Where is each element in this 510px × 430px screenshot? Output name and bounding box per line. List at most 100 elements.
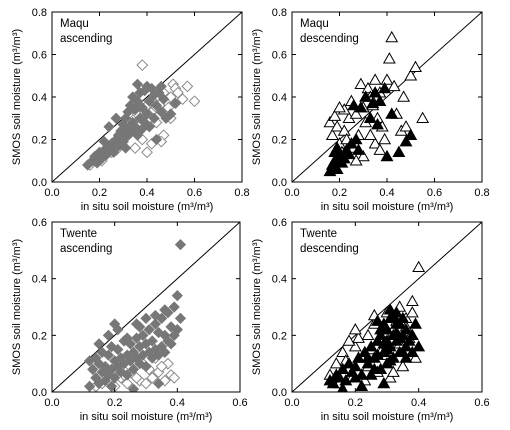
- data-point-s2-12: [102, 349, 115, 361]
- data-point-s2-52: [110, 112, 122, 124]
- data-point-s2-53: [337, 382, 349, 392]
- y-tick-label: 0.4: [272, 274, 287, 286]
- data-point-s2-14: [364, 340, 378, 352]
- data-point-s1-42: [363, 128, 377, 140]
- data-point-s1-38: [129, 142, 142, 154]
- data-point-s2-35: [402, 334, 416, 346]
- data-point-s2-57: [371, 314, 384, 326]
- data-point-s1-20: [130, 371, 143, 384]
- x-tick-label: 0.6: [232, 397, 247, 409]
- data-point-s1-37: [342, 334, 356, 346]
- data-point-s2-69: [134, 321, 146, 333]
- data-point-s2-30: [134, 112, 146, 124]
- data-point-s2-46: [367, 362, 381, 375]
- data-point-s2-49: [361, 351, 375, 363]
- data-point-s2-64: [140, 312, 152, 324]
- data-point-s1-16: [136, 59, 149, 72]
- x-tick-label: 0.2: [348, 397, 363, 409]
- data-point-s2-42: [149, 318, 162, 330]
- y-tick-label: 0.8: [272, 7, 287, 19]
- data-point-s2-28: [131, 129, 144, 141]
- points-group: [323, 30, 430, 177]
- x-tick-label: 0.6: [427, 187, 442, 199]
- data-point-s1-38: [405, 306, 419, 318]
- data-point-s2-26: [330, 141, 344, 153]
- data-point-s1-7: [361, 328, 375, 341]
- data-point-s1-32: [416, 111, 430, 123]
- data-point-s2-40: [371, 348, 384, 360]
- y-tick-label: 0.4: [32, 274, 47, 286]
- data-point-s2-13: [361, 357, 375, 369]
- data-point-s2-53: [120, 142, 132, 154]
- data-point-s2-50: [169, 97, 182, 109]
- data-point-s2-56: [150, 133, 163, 146]
- data-point-s1-14: [405, 294, 419, 307]
- panel-site-label: Maqu: [300, 18, 329, 30]
- data-point-s2-51: [165, 338, 177, 350]
- data-point-s1-30: [404, 69, 418, 81]
- panel-site-label: Maqu: [60, 18, 89, 30]
- x-tick-label: 0.6: [474, 397, 489, 409]
- y-axis-label: SMOS soil moisture (m³/m³): [11, 239, 23, 375]
- data-point-s1-17: [361, 81, 375, 94]
- data-point-s1-34: [387, 79, 401, 92]
- chart-panel-2: 0.0 0.2 0.4 0.6 0.8 0.0 0.2 0.4 0.6 0.8 in situ so…: [251, 7, 490, 213]
- chart-panel-3: 0.0 0.2 0.4 0.6 0.0 0.2 0.4 0.6 in situ soil moi…: [11, 217, 248, 423]
- data-point-s1-9: [140, 377, 152, 390]
- data-point-s1-29: [399, 120, 413, 132]
- y-tick-label: 0.2: [272, 330, 287, 342]
- data-point-s2-18: [374, 328, 388, 341]
- y-tick-label: 0.0: [32, 177, 47, 189]
- data-point-s2-50: [374, 323, 388, 335]
- data-point-s2-34: [137, 329, 149, 341]
- data-point-s2-37: [409, 317, 422, 329]
- x-axis-label: in situ soil moisture (m³/m³): [321, 201, 454, 213]
- data-point-s2-23: [352, 143, 365, 155]
- data-point-s1-22: [155, 360, 168, 373]
- data-point-s2-54: [98, 136, 110, 148]
- data-point-s2-47: [158, 93, 170, 105]
- data-point-s2-55: [405, 345, 419, 358]
- data-point-s2-15: [109, 372, 121, 384]
- x-tick-label: 0.4: [139, 187, 154, 199]
- x-tick-label: 0.8: [234, 187, 249, 199]
- data-point-s2-32: [396, 311, 410, 324]
- data-point-s2-26: [129, 121, 141, 133]
- chart-panel-1: 0.0 0.2 0.4 0.6 0.8 0.0 0.2 0.4 0.6 0.8 in situ so…: [11, 7, 250, 213]
- y-tick-label: 0.6: [272, 50, 287, 62]
- data-point-s2-11: [108, 146, 120, 158]
- x-tick-label: 0.2: [92, 187, 107, 199]
- data-point-s2-38: [143, 121, 155, 133]
- data-point-s2-46: [155, 80, 167, 92]
- data-point-s2-44: [153, 87, 165, 99]
- data-point-s2-27: [127, 363, 140, 375]
- data-point-s1-33: [181, 80, 194, 93]
- data-point-s2-42: [383, 354, 397, 366]
- data-point-s2-41: [148, 112, 160, 124]
- data-point-s2-33: [136, 102, 148, 114]
- data-point-s2-45: [155, 106, 167, 118]
- data-point-s2-23: [121, 369, 133, 381]
- data-point-s1-26: [385, 30, 399, 43]
- data-point-s2-34: [139, 116, 151, 129]
- data-point-s1-12: [349, 107, 363, 119]
- data-point-s2-54: [168, 301, 180, 313]
- data-point-s1-34: [188, 95, 201, 108]
- data-point-s2-49: [165, 108, 177, 120]
- data-point-s1-31: [409, 60, 422, 72]
- data-point-s2-58: [390, 325, 403, 338]
- x-tick-label: 0.8: [474, 187, 489, 199]
- x-tick-label: 0.0: [44, 187, 59, 199]
- data-point-s1-25: [380, 73, 394, 85]
- points-group: [323, 260, 426, 392]
- data-point-s2-10: [342, 147, 356, 160]
- data-point-s1-24: [352, 331, 365, 343]
- data-point-s1-4: [330, 120, 344, 132]
- y-axis-label: SMOS soil moisture (m³/m³): [11, 29, 23, 165]
- panel-site-label: Twente: [300, 228, 337, 240]
- data-point-s2-28: [366, 96, 380, 109]
- data-point-s2-72: [152, 377, 165, 390]
- data-point-s1-33: [382, 52, 396, 64]
- data-point-s2-17: [373, 94, 387, 106]
- x-tick-label: 0.4: [379, 187, 394, 199]
